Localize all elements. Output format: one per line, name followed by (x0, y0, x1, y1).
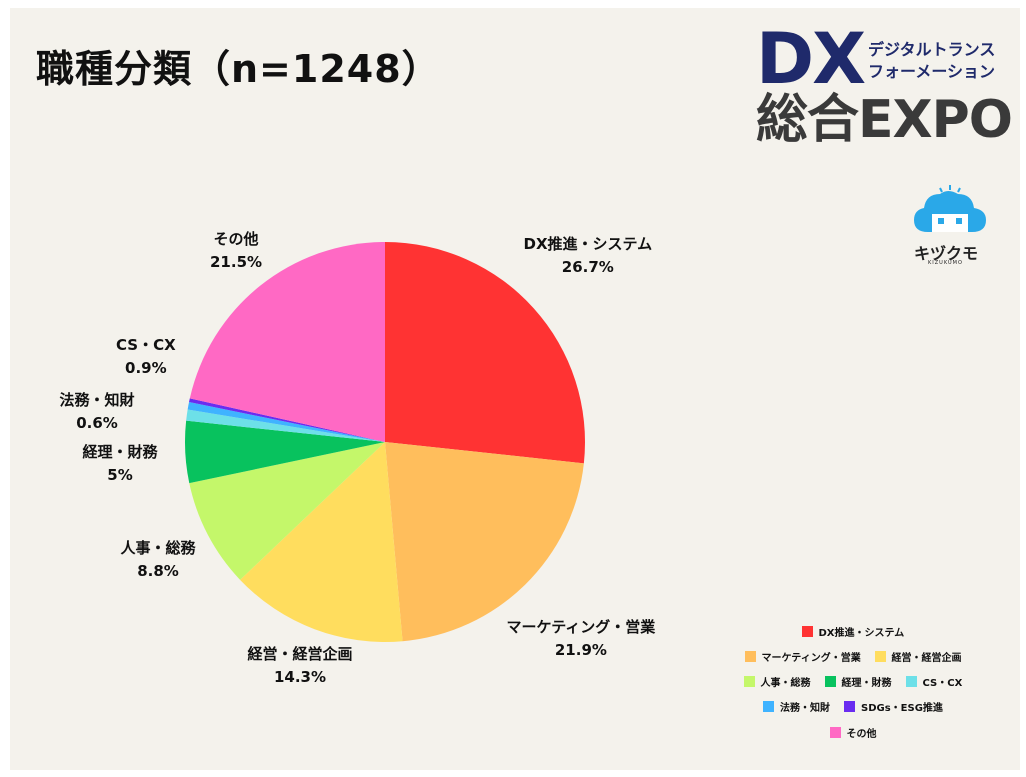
legend-label: 経理・財務 (841, 677, 892, 689)
kizukumo-subname: KIZUKUMO (928, 260, 963, 266)
slice-label-name: 経営・経営企画 (247, 645, 353, 663)
legend-label: SDGs・ESG推進 (861, 702, 943, 714)
slice-label-name: 法務・知財 (59, 391, 135, 409)
legend-swatch (874, 650, 886, 662)
kizukumo-name: キヅクモ (914, 244, 979, 263)
slice-label-value: 14.3% (273, 668, 327, 686)
legend-item: マーケティング・営業 (744, 649, 861, 664)
slice-label-name: CS・CX (116, 336, 176, 354)
pie-slice (385, 442, 584, 642)
slice-label-name: 人事・総務 (120, 539, 196, 557)
slice-label-value: 0.6% (76, 414, 118, 432)
slice-label-value: 21.9% (554, 641, 607, 659)
logo-dx-text: DX (756, 18, 866, 100)
legend-label: CS・CX (922, 677, 963, 689)
legend-item: CS・CX (905, 674, 963, 689)
pie-slice (186, 409, 385, 442)
legend-swatch (763, 700, 774, 712)
page-title: 職種分類（n=1248） (36, 47, 441, 91)
cloud-mascot-icon (914, 185, 986, 232)
legend-label: 法務・知財 (780, 702, 830, 714)
pie-slice (184, 420, 385, 484)
legend-item: 経営・経営企画 (874, 649, 962, 664)
pie-slice (187, 402, 385, 442)
legend-item: DX推進・システム (801, 624, 905, 639)
kizukumo-logo: キヅクモ KIZUKUMO (910, 184, 990, 284)
slice-label-name: 経理・財務 (82, 443, 158, 461)
legend-item: 人事・総務 (743, 674, 811, 689)
legend-swatch (743, 675, 755, 687)
logo-expo-text: 総合EXPO (756, 90, 1013, 150)
slice-label: 法務・知財 0.6% (60, 389, 135, 435)
legend-swatch (829, 726, 841, 738)
pie-slice (240, 442, 403, 643)
pie-slice (189, 398, 385, 442)
legend-item: SDGs・ESG推進 (844, 699, 943, 714)
legend-label: 経営・経営企画 (891, 652, 962, 664)
slice-label-value: 21.5% (210, 253, 263, 271)
slice-label: 経理・財務 5% (83, 441, 158, 487)
slice-label-value: 0.9% (125, 359, 167, 377)
legend-label: その他 (846, 728, 877, 740)
slice-label: 経営・経営企画 14.3% (248, 643, 353, 689)
slice-label: CS・CX 0.9% (116, 334, 176, 380)
slice-label-value: 5% (107, 466, 133, 484)
legend-swatch (744, 650, 756, 662)
slice-label-name: マーケティング・営業 (506, 618, 656, 636)
slice-label: DX推進・システム 26.7% (524, 233, 653, 279)
legend-item: その他 (829, 725, 877, 740)
dx-expo-logo: DX デジタルトランス フォーメーション 総合EXPO (756, 24, 1013, 158)
legend-item: 経理・財務 (824, 674, 892, 689)
slice-label-value: 26.7% (561, 258, 614, 276)
slice-label: 人事・総務 8.8% (121, 537, 196, 583)
legend-label: DX推進・システム (818, 627, 905, 639)
pie-slice (385, 242, 585, 464)
legend-swatch (801, 625, 813, 637)
legend-label: 人事・総務 (760, 677, 811, 689)
pie-slice (189, 242, 385, 442)
slice-label-name: DX推進・システム (523, 235, 653, 253)
logo-subtitle-line1: デジタルトランス (868, 40, 996, 59)
legend-swatch (824, 675, 836, 687)
legend-item: 法務・知財 (763, 699, 830, 714)
legend-swatch (844, 700, 855, 712)
pie-slice (189, 442, 385, 580)
slice-label: マーケティング・営業 21.9% (507, 616, 656, 662)
slice-label-value: 8.8% (137, 562, 179, 580)
logo-subtitle-line2: フォーメーション (868, 62, 996, 81)
slice-label: その他 21.5% (210, 228, 262, 274)
legend-label: マーケティング・営業 (761, 652, 861, 664)
legend-swatch (905, 675, 917, 687)
slice-label-name: その他 (213, 230, 259, 248)
